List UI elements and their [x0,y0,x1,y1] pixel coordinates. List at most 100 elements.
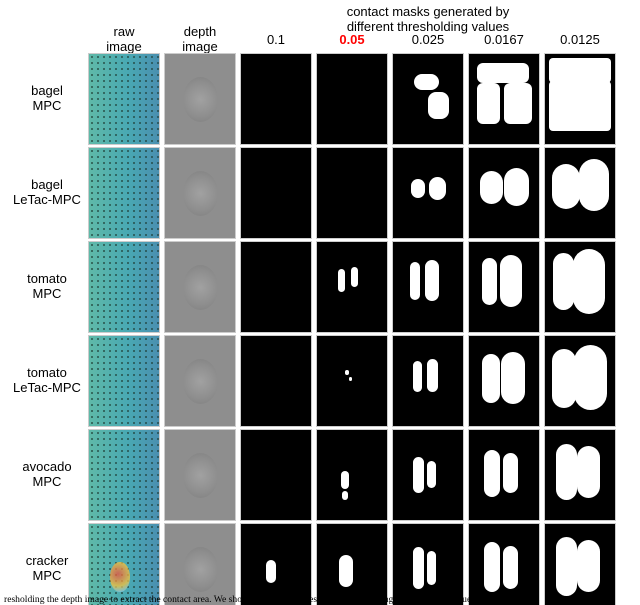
column-headers: raw imagedepth image0.10.050.0250.01670.… [6,24,620,54]
mask-blob [482,258,497,305]
row-label-bagel-letac: bagelLeTac-MPC [6,178,88,208]
cell-tomato-mpc-depth [164,242,236,332]
mask-blob [482,354,500,403]
cell-avocado-mpc-raw [88,430,160,520]
raw-dot-grid [89,148,159,238]
cell-cracker-mpc-t0025 [392,524,464,605]
tile-avocado-mpc-t0025 [392,429,464,521]
mask-blob [266,560,276,583]
cell-tomato-letac-depth [164,336,236,426]
tile-bagel-mpc-depth [164,53,236,145]
cell-avocado-mpc-t005 [316,430,388,520]
mask-blob [484,450,499,497]
tile-bagel-letac-depth [164,147,236,239]
row-label-tomato-letac: tomatoLeTac-MPC [6,366,88,396]
row-label-tomato-mpc: tomatoMPC [6,272,88,302]
tile-bagel-mpc-t00125 [544,53,616,145]
tile-avocado-mpc-t00167 [468,429,540,521]
cell-bagel-mpc-t0025 [392,54,464,144]
mask-blob [484,542,499,592]
cell-tomato-letac-raw [88,336,160,426]
cell-cracker-mpc-depth [164,524,236,605]
tile-cracker-mpc-t005 [316,523,388,605]
cell-tomato-letac-t005 [316,336,388,426]
cell-bagel-letac-t00125 [544,148,616,238]
mask-blob [552,349,576,408]
tile-bagel-mpc-t00167 [468,53,540,145]
tile-cracker-mpc-t010 [240,523,312,605]
figure-header-line1: contact masks generated by [240,4,616,19]
cell-tomato-letac-t00125 [544,336,616,426]
raw-accent [110,562,130,593]
tile-tomato-letac-t00125 [544,335,616,427]
tile-avocado-mpc-t00125 [544,429,616,521]
mask-blob [427,551,437,585]
depth-impression [183,453,218,498]
mask-blob [500,255,522,307]
cell-cracker-mpc-t00167 [468,524,540,605]
row-tomato-mpc: tomatoMPC [6,242,620,332]
mask-blob [556,444,577,500]
tile-bagel-mpc-raw [88,53,160,145]
tile-cracker-mpc-raw [88,523,160,605]
mask-blob [577,446,599,498]
tile-bagel-letac-t010 [240,147,312,239]
cell-avocado-mpc-depth [164,430,236,520]
tile-tomato-mpc-t00125 [544,241,616,333]
mask-blob [579,159,610,211]
row-avocado-mpc: avocadoMPC [6,430,620,520]
mask-blob [503,546,518,589]
mask-blob [501,352,525,404]
cell-bagel-mpc-t010 [240,54,312,144]
tile-tomato-mpc-t00167 [468,241,540,333]
mask-blob [339,555,353,587]
mask-blob [427,359,438,391]
cell-avocado-mpc-t0025 [392,430,464,520]
mask-blob [413,361,423,392]
mask-blob [349,377,352,381]
mask-blob [428,92,449,119]
cell-avocado-mpc-t00167 [468,430,540,520]
cell-bagel-mpc-t005 [316,54,388,144]
tile-tomato-letac-raw [88,335,160,427]
mask-blob [413,547,424,588]
cell-tomato-mpc-t010 [240,242,312,332]
tile-tomato-mpc-t010 [240,241,312,333]
mask-blob [503,453,518,493]
tile-tomato-mpc-depth [164,241,236,333]
mask-blob [504,168,529,206]
raw-dot-grid [89,430,159,520]
tile-tomato-letac-t010 [240,335,312,427]
tile-bagel-mpc-t005 [316,53,388,145]
row-bagel-mpc: bagelMPC [6,54,620,144]
tile-tomato-letac-t005 [316,335,388,427]
depth-impression [183,359,218,404]
tile-tomato-mpc-t005 [316,241,388,333]
mask-blob [573,249,605,314]
row-label-cracker-mpc: crackerMPC [6,554,88,584]
figure-panel: { "layout": { "width_px": 640, "height_p… [0,0,640,605]
mask-blob [504,83,532,124]
raw-dot-grid [89,54,159,144]
cell-tomato-letac-t010 [240,336,312,426]
mask-blob [549,58,611,83]
cell-tomato-mpc-t0025 [392,242,464,332]
mask-blob [414,74,439,90]
row-cracker-mpc: crackerMPC [6,524,620,605]
tile-avocado-mpc-t005 [316,429,388,521]
cell-tomato-mpc-t005 [316,242,388,332]
mask-blob [549,81,611,131]
tile-tomato-letac-t00167 [468,335,540,427]
cell-tomato-mpc-t00125 [544,242,616,332]
cell-tomato-mpc-t00167 [468,242,540,332]
mask-blob [413,457,424,493]
tile-cracker-mpc-t00167 [468,523,540,605]
mask-blob [429,177,446,200]
mask-blob [351,267,358,287]
cell-bagel-letac-t0025 [392,148,464,238]
figure-caption: resholding the depth image to extract th… [0,594,640,605]
col-head-raw: raw image [88,24,160,54]
col-head-t00167: 0.0167 [468,32,540,47]
cell-bagel-letac-t005 [316,148,388,238]
tile-bagel-letac-raw [88,147,160,239]
